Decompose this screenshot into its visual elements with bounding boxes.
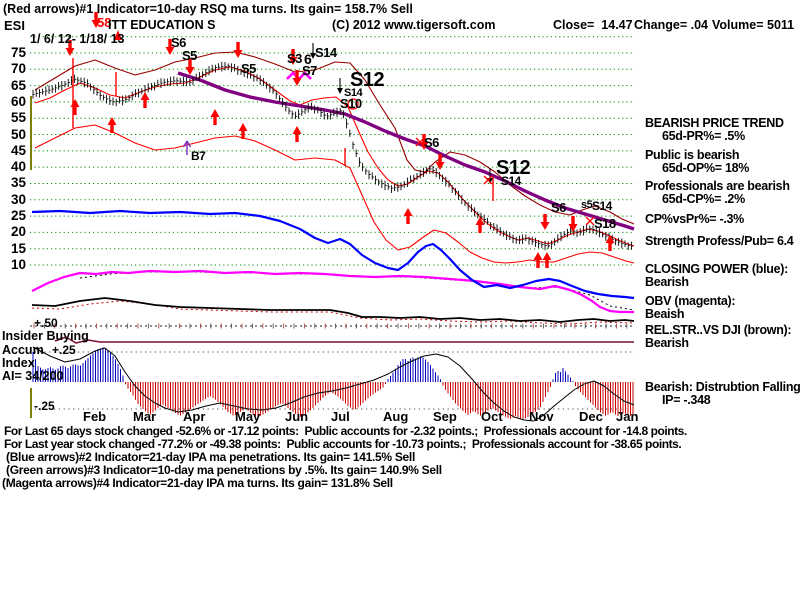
signal-label-s5: S5 [182, 48, 197, 63]
price-axis-label: 50 [10, 126, 26, 142]
price-axis-label: 15 [10, 240, 26, 256]
right-panel-line: Public is bearish [645, 148, 740, 162]
right-panel-line: OBV (magenta): [645, 294, 736, 308]
price-axis-label: 20 [10, 224, 26, 240]
change-value: Change= .04 [634, 18, 708, 32]
month-axis-label: Jul [331, 409, 350, 424]
signal-label-b7: B7 [191, 149, 206, 163]
month-axis-label: Apr [183, 409, 206, 424]
month-axis-label: Nov [529, 409, 554, 424]
signal-label-s7: S7 [302, 63, 317, 78]
right-panel-line: 65d-PR%= .5% [662, 129, 745, 143]
signal-label-s10: S10 [340, 96, 362, 111]
right-panel-line: CP%vsPr%= -.3% [645, 212, 744, 226]
signal-label-s6: S6 [424, 135, 439, 150]
signal-label-s3: S3 [287, 51, 302, 66]
price-axis-label: 45 [10, 142, 26, 158]
date-range: 1/ 6/ 12- 1/18/ 13 [30, 32, 125, 46]
right-panel-line: Bearish: Distrubtion Falling. [645, 380, 800, 394]
footer-line-blue-arrows: (Blue arrows)#2 Indicator=21-day IPA ma … [6, 450, 415, 464]
signal-label-s6: S6 [171, 35, 186, 50]
right-panel-line: Bearish [645, 275, 689, 289]
month-axis-label: Aug [383, 409, 409, 424]
footer-line-year: For Last year stock changed -77.2% or -4… [4, 437, 682, 451]
minus25-label: -.25 [34, 399, 55, 413]
right-panel-line: Professionals are bearish [645, 179, 790, 193]
month-axis-label: May [235, 409, 261, 424]
month-axis-label: Mar [133, 409, 157, 424]
signal-58-label: 58 [97, 15, 112, 30]
plus50-label: +.50 [34, 316, 58, 330]
price-axis-label: 30 [10, 191, 26, 207]
indicator1-caption: (Red arrows)#1 Indicator=10-day RSQ ma t… [3, 2, 413, 16]
signal-label-s6: S6 [551, 200, 566, 215]
signal-label-6: 6 [304, 51, 312, 67]
price-axis-label: 60 [10, 93, 26, 109]
insider-buying-label: Insider Buying [2, 329, 89, 343]
copyright: (C) 2012 www.tigersoft.com [332, 18, 496, 32]
signal-label-s14: S14 [344, 87, 363, 99]
signal-label-s12: S12 [496, 157, 531, 179]
price-axis-label: 25 [10, 208, 26, 224]
signal-label-s14: S14 [315, 45, 337, 60]
price-axis-label: 65 [10, 77, 26, 93]
price-axis-label: 40 [10, 159, 26, 175]
accum-label: Accum [2, 343, 44, 357]
right-panel-line: Bearish [645, 336, 689, 350]
right-panel-line: Strength Profess/Pub= 6.4 [645, 234, 794, 248]
security-name: ITT EDUCATION S [108, 18, 216, 32]
month-axis-label: Feb [83, 409, 107, 424]
index-label: Index [2, 356, 35, 370]
right-panel-line: BEARISH PRICE TREND [645, 116, 784, 130]
month-axis-label: Jun [285, 409, 309, 424]
signal-label-s14: S14 [592, 199, 612, 213]
plus25-label: +.25 [52, 343, 76, 357]
month-axis-label: Dec [579, 409, 603, 424]
footer-line-magenta-arrows: (Magenta arrows)#4 Indicator=21-day IPA … [2, 476, 393, 490]
right-panel-line: CLOSING POWER (blue): [645, 262, 788, 276]
right-panel-line: IP= -.348 [662, 393, 711, 407]
footer-line-65days: For Last 65 days stock changed -52.6% or… [4, 424, 687, 438]
signal-label-s12: S12 [350, 69, 385, 91]
price-axis-label: 10 [10, 256, 26, 272]
right-panel-line: Beaish [645, 307, 685, 321]
price-axis-label: 70 [10, 61, 26, 77]
price-axis-label: 75 [10, 45, 26, 60]
signal-label-s18: S18 [594, 216, 616, 231]
right-panel-line: 65d-CP%= .2% [662, 192, 745, 206]
month-axis-label: Oct [481, 409, 503, 424]
right-panel-line: 65d-OP%= 18% [662, 161, 750, 175]
ai-ratio-label: AI= 34/200 [2, 369, 64, 383]
signal-label-s5: s5 [581, 199, 593, 211]
ticker-symbol: ESI [4, 18, 25, 33]
signal-label-s14: S14 [501, 174, 521, 188]
close-value: Close= 14.47 [553, 18, 633, 32]
price-axis-label: 35 [10, 175, 26, 191]
signal-label-s5: S5 [241, 61, 256, 76]
footer-line-green-arrows: (Green arrows)#3 Indicator=10-day ma pen… [6, 463, 442, 477]
price-axis-label: 55 [10, 110, 26, 126]
right-panel-line: REL.STR..VS DJI (brown): [645, 323, 792, 337]
volume-value: Volume= 5011 [712, 18, 795, 32]
month-axis-label: Sep [433, 409, 457, 424]
month-axis-label: Jan [616, 409, 639, 424]
